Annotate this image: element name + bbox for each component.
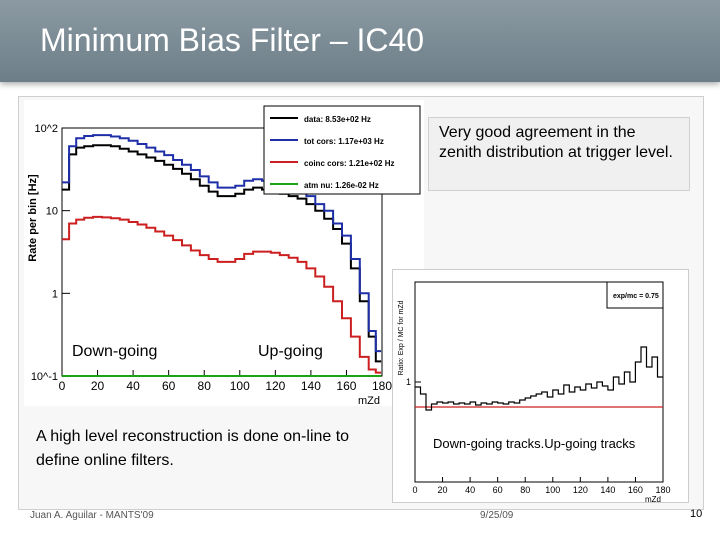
title-bar: Minimum Bias Filter – IC40	[0, 0, 720, 82]
legend-entry: coinc cors: 1.21e+02 Hz	[304, 159, 395, 168]
footer-date: 9/25/09	[480, 510, 514, 521]
x-tick-label: 160	[336, 379, 356, 393]
y-axis-label: Ratio: Exp / MC for mZd	[398, 300, 405, 375]
x-tick-label: 180	[372, 379, 392, 393]
x-tick-label: 20	[438, 485, 448, 495]
agreement-callout: Very good agreement in the zenith distri…	[428, 117, 690, 191]
footer-author: Juan A. Aguilar - MANTS'09	[30, 510, 154, 521]
x-tick-label: 0	[59, 379, 66, 393]
upgoing-label: Up-going	[258, 343, 323, 361]
x-tick-label: 120	[573, 485, 588, 495]
x-tick-label: 140	[301, 379, 321, 393]
ratio-chart-svg: 0 20 40 60 80 100 120 140 160 180 1 mZd Ratio: Exp /…	[398, 281, 671, 504]
slide-title: Minimum Bias Filter – IC40	[40, 22, 425, 58]
y-axis-label: Rate per bin [Hz]	[27, 174, 39, 262]
ratio-line	[415, 346, 663, 411]
reconstruction-text: A high level reconstruction is done on-l…	[36, 428, 350, 469]
x-tick-label: 20	[91, 379, 105, 393]
x-tick-label: 180	[655, 485, 670, 495]
x-tick-label: 60	[162, 379, 176, 393]
x-axis-label: mZd	[358, 395, 380, 406]
x-tick-label: 40	[126, 379, 140, 393]
x-tick-label: 100	[230, 379, 250, 393]
x-tick-label: 120	[265, 379, 285, 393]
tracks-label: Down-going tracks.Up-going tracks	[433, 436, 636, 451]
series-line-1	[62, 134, 382, 353]
y-tick-label: 10	[46, 206, 58, 218]
y-tick-label: 10^2	[34, 123, 58, 135]
y-tick-label: 1	[52, 288, 58, 300]
y-tick-label: 10^-1	[31, 371, 58, 383]
series-line-2	[62, 215, 382, 374]
x-tick-label: 160	[628, 485, 643, 495]
x-tick-label: 40	[465, 485, 475, 495]
x-tick-label: 60	[493, 485, 503, 495]
x-tick-label: 0	[412, 485, 417, 495]
page-number: 10	[690, 508, 703, 520]
x-tick-label: 100	[545, 485, 560, 495]
legend-box	[606, 281, 664, 309]
y-tick-label: 1	[406, 377, 411, 387]
legend-entry: exp/mc = 0.75	[613, 293, 659, 300]
ratio-chart: 0 20 40 60 80 100 120 140 160 180 1 mZd Ratio: Exp /…	[392, 269, 689, 504]
legend-entry: data: 8.53e+02 Hz	[304, 115, 371, 124]
x-tick-label: 80	[520, 485, 530, 495]
legend-entry: tot cors: 1.17e+03 Hz	[304, 137, 384, 146]
x-tick-label: 80	[198, 379, 212, 393]
plot-frame	[414, 281, 664, 483]
x-axis-label: mZd	[645, 495, 661, 502]
x-tick-label: 140	[600, 485, 615, 495]
legend-box	[263, 105, 421, 195]
rate-chart-svg: 0 20 40 60 80 100 120 140 160 180 10^-1 1 10 10^2 mZd R…	[27, 105, 421, 407]
legend-entry: atm nu: 1.26e-02 Hz	[304, 181, 379, 190]
downgoing-label: Down-going	[72, 343, 158, 361]
